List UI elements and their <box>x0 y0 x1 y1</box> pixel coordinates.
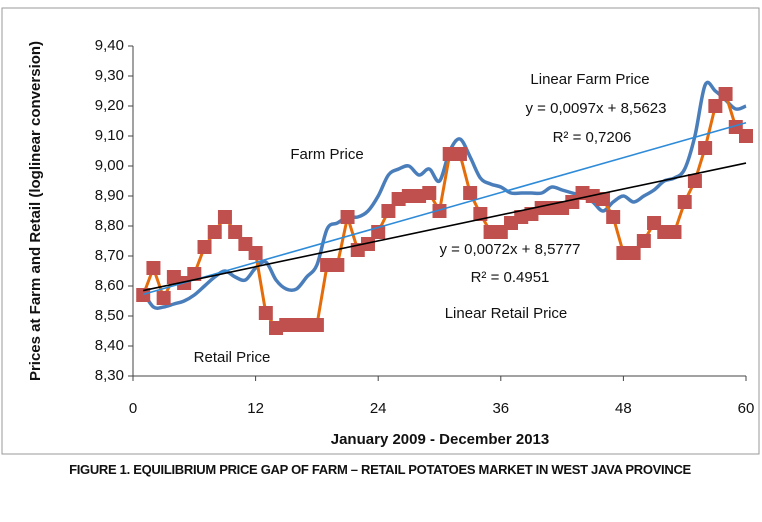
trend-equation: y = 0,0072x + 8,5777 <box>440 241 581 258</box>
marker <box>708 99 723 113</box>
y-tick-label: 8,90 <box>95 187 124 204</box>
marker <box>207 225 222 239</box>
marker <box>677 195 692 209</box>
y-tick-label: 8,40 <box>95 337 124 354</box>
marker <box>360 237 375 251</box>
figure-caption: FIGURE 1. EQUILIBRIUM PRICE GAP OF FARM … <box>69 462 691 477</box>
trend-r2: R² = 0,7206 <box>553 129 632 146</box>
marker <box>452 147 467 161</box>
marker <box>667 225 682 239</box>
marker <box>432 204 447 218</box>
trend-r2: R² = 0.4951 <box>471 269 550 286</box>
y-tick-label: 9,20 <box>95 97 124 114</box>
series-line <box>141 80 747 310</box>
marker <box>309 318 324 332</box>
marker <box>636 234 651 248</box>
marker <box>330 258 345 272</box>
marker <box>595 192 610 206</box>
x-tick-label: 0 <box>129 400 137 417</box>
trend-annotation: Linear Retail Price <box>445 305 568 322</box>
marker <box>136 288 151 302</box>
y-tick-label: 9,30 <box>95 67 124 84</box>
marker <box>381 204 396 218</box>
marker <box>197 240 212 254</box>
y-tick-label: 8,30 <box>95 367 124 384</box>
marker <box>187 267 202 281</box>
y-axis-title: Prices at Farm and Retail (loglinear con… <box>27 41 44 381</box>
marker <box>258 306 273 320</box>
marker <box>340 210 355 224</box>
x-tick-label: 24 <box>370 400 387 417</box>
x-tick-label: 60 <box>738 400 755 417</box>
y-tick-label: 8,50 <box>95 307 124 324</box>
frame <box>1 7 760 455</box>
y-tick-label: 8,60 <box>95 277 124 294</box>
marker <box>473 207 488 221</box>
y-tick-label: 9,40 <box>95 37 124 54</box>
marker <box>463 186 478 200</box>
chart: January 2009 - December 2013 Prices at F… <box>1 7 760 455</box>
marker <box>422 186 437 200</box>
series-annotation: Farm Price <box>290 146 363 163</box>
y-tick-label: 8,80 <box>95 217 124 234</box>
marker <box>156 291 171 305</box>
y-tick-label: 9,00 <box>95 157 124 174</box>
x-axis-title: January 2009 - December 2013 <box>331 431 549 448</box>
series-annotation: Retail Price <box>194 349 271 366</box>
marker <box>217 210 232 224</box>
trendline <box>142 121 747 296</box>
marker <box>718 87 733 101</box>
marker <box>626 246 641 260</box>
y-tick-label: 8,70 <box>95 247 124 264</box>
marker <box>248 246 263 260</box>
marker <box>739 129 753 143</box>
marker <box>228 225 243 239</box>
trend-equation: y = 0,0097x + 8,5623 <box>526 100 667 117</box>
trend-annotation: Linear Farm Price <box>530 71 649 88</box>
marker <box>687 174 702 188</box>
x-tick-label: 48 <box>615 400 632 417</box>
marker <box>698 141 713 155</box>
y-tick-label: 9,10 <box>95 127 124 144</box>
marker <box>606 210 621 224</box>
x-tick-label: 12 <box>247 400 264 417</box>
x-tick-label: 36 <box>492 400 509 417</box>
marker <box>146 261 161 275</box>
trendline <box>143 162 747 292</box>
